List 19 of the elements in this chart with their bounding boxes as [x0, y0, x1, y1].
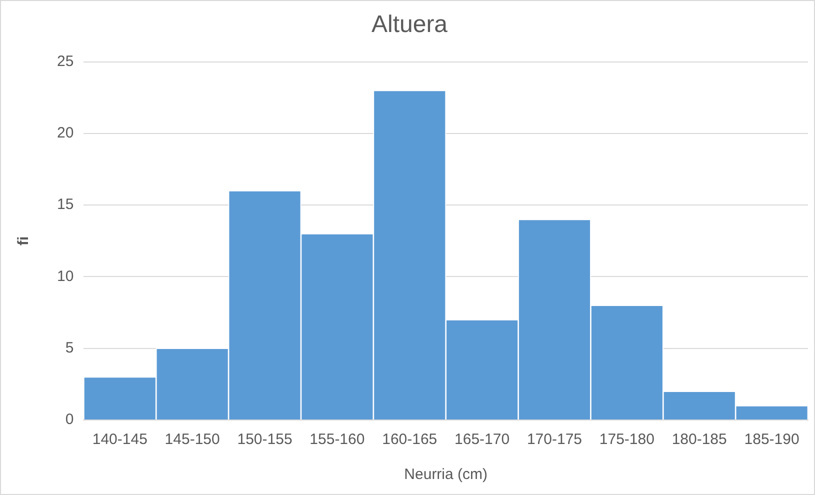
x-tick-label: 165-170 — [454, 431, 510, 448]
y-tick-label: 25 — [56, 52, 74, 70]
y-tick-label: 0 — [65, 411, 74, 428]
x-tick-label: 150-155 — [237, 431, 292, 448]
y-axis-title: fi — [15, 236, 32, 246]
x-tick-label: 160-165 — [382, 431, 438, 448]
y-tick-label: 15 — [56, 196, 74, 214]
chart-title: Altuera — [371, 11, 448, 38]
x-axis-title: Neurria (cm) — [404, 466, 488, 484]
x-tick-label: 175-180 — [599, 431, 654, 448]
x-tick-label: 170-175 — [526, 431, 582, 448]
x-tick-label: 180-185 — [672, 431, 727, 448]
x-tick-label: 155-160 — [310, 431, 365, 448]
x-tick-label: 140-145 — [92, 431, 148, 448]
x-tick-label: 185-190 — [744, 431, 800, 448]
y-tick-label: 20 — [56, 124, 74, 142]
y-tick-label: 5 — [65, 340, 74, 356]
x-tick-label: 145-150 — [164, 431, 220, 448]
y-tick-label: 10 — [56, 268, 74, 285]
